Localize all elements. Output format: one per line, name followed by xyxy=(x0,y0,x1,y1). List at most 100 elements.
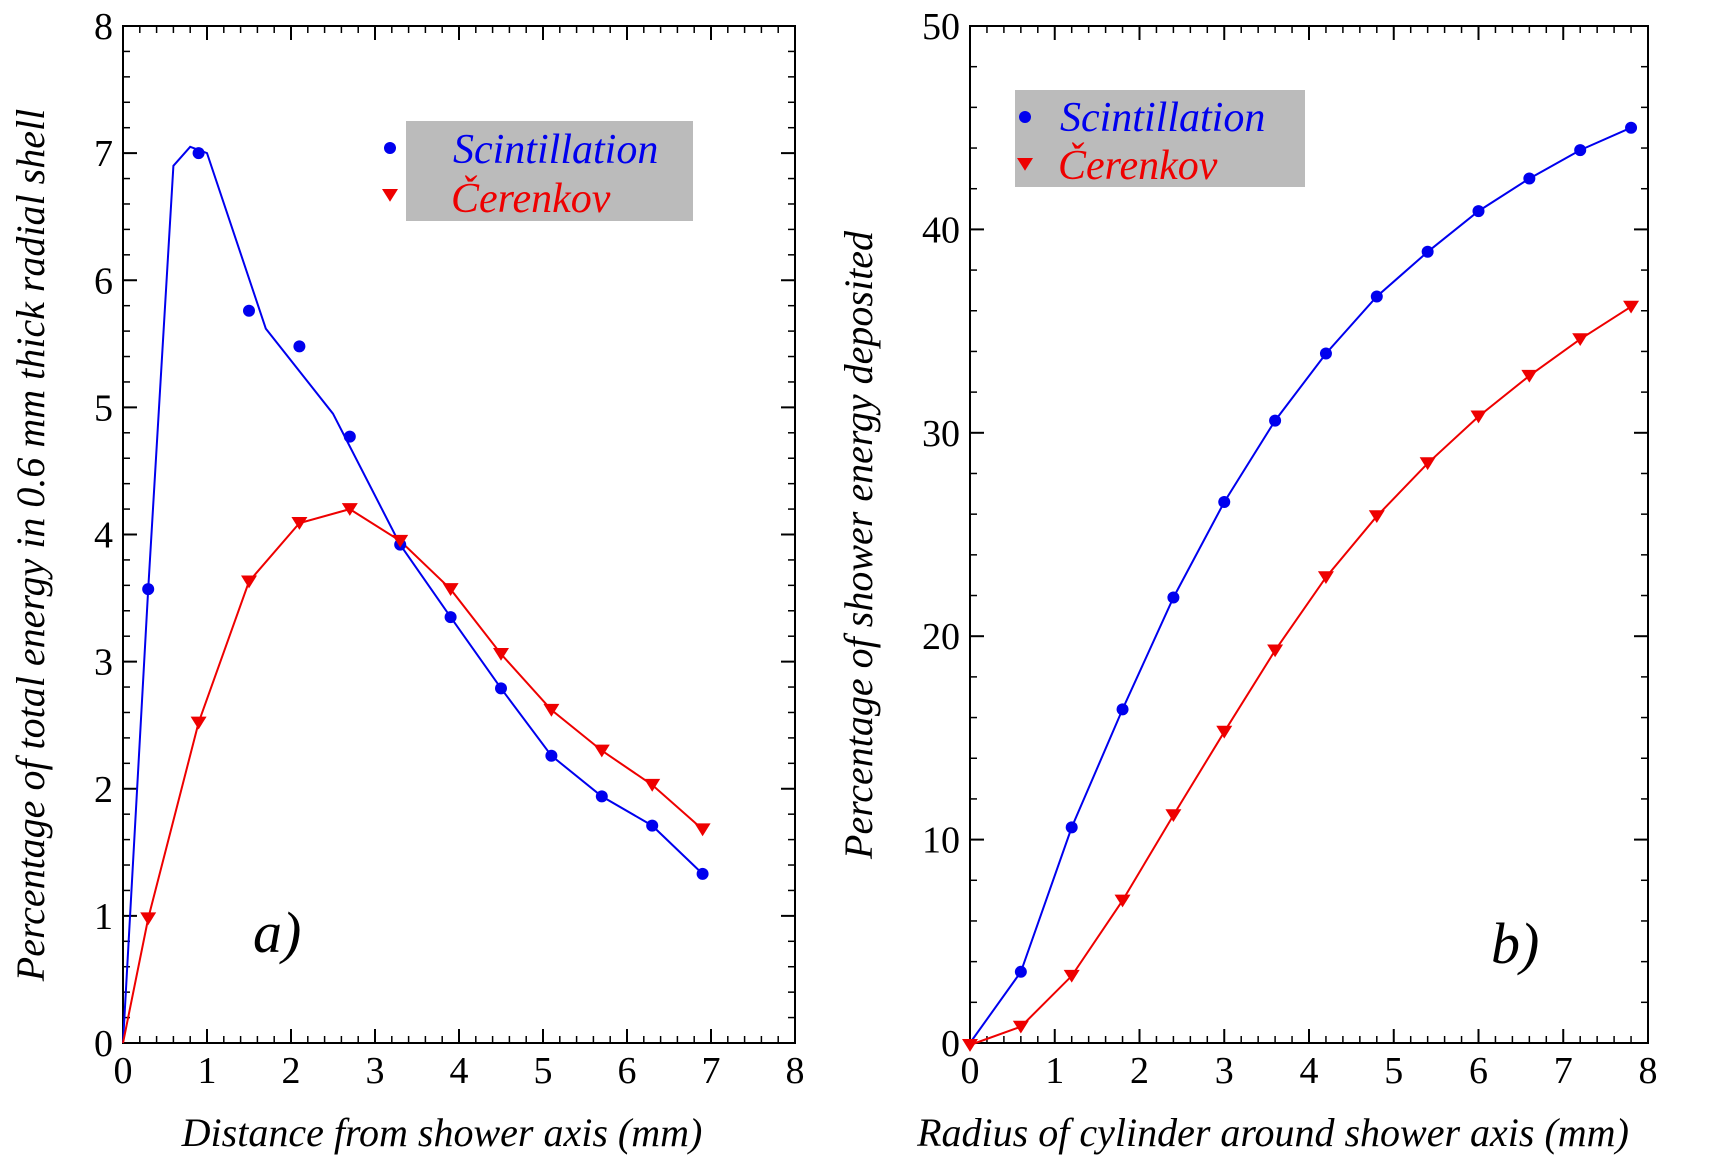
cerenkov-point-b xyxy=(1216,725,1233,739)
cerenkov-point-b xyxy=(1165,809,1182,822)
y-tick-label: 8 xyxy=(94,6,113,48)
cerenkov-point-a xyxy=(392,534,409,548)
scintillation-legend-symbol-a xyxy=(384,142,396,154)
cerenkov-point-b xyxy=(1470,410,1487,424)
cerenkov-point-a xyxy=(341,503,358,516)
x-axis-title-a: Distance from shower axis (mm) xyxy=(181,1110,703,1155)
x-tick-label: 5 xyxy=(1384,1050,1403,1092)
axis-ticks-a xyxy=(122,25,796,1044)
legend-cerenkov-label-a: Čerenkov xyxy=(451,175,611,222)
x-tick-label: 1 xyxy=(198,1050,217,1092)
cerenkov-point-b xyxy=(1419,457,1436,471)
scintillation-point-a xyxy=(696,867,709,880)
cerenkov-point-b xyxy=(1368,510,1385,523)
chart-panel-a: 0 1 2 3 4 5 6 7 8 0 1 2 3 4 5 6 7 8 Distance from shower … xyxy=(8,6,805,1155)
scintillation-point-b xyxy=(1065,821,1078,834)
cerenkov-point-a xyxy=(140,912,157,926)
x-tick-label: 6 xyxy=(618,1050,637,1092)
x-tick-label: 8 xyxy=(1639,1050,1658,1092)
x-tick-label: 7 xyxy=(1554,1050,1573,1092)
y-tick-label: 0 xyxy=(941,1023,960,1065)
legend-cerenkov-marker-a xyxy=(382,189,398,202)
x-tick-label: 3 xyxy=(366,1050,385,1092)
scintillation-point-a xyxy=(495,682,507,695)
cerenkov-point-b xyxy=(1623,300,1640,314)
scintillation-point-a xyxy=(444,611,457,624)
scintillation-point-a xyxy=(243,304,255,317)
cerenkov-point-b xyxy=(1063,969,1080,983)
cerenkov-point-b xyxy=(1572,333,1589,347)
x-tick-label: 3 xyxy=(1215,1050,1234,1092)
series-lines-b xyxy=(969,126,1632,1046)
scintillation-point-b xyxy=(1167,591,1180,604)
y-tick-label: 10 xyxy=(922,820,960,862)
scintillation-point-b xyxy=(1574,144,1587,157)
tick-labels-a: 0 1 2 3 4 5 6 7 8 0 1 2 3 4 5 6 7 8 xyxy=(94,6,805,1092)
x-tick-label: 6 xyxy=(1469,1050,1488,1092)
x-tick-label: 5 xyxy=(534,1050,553,1092)
y-tick-label: 50 xyxy=(922,6,960,48)
x-tick-label: 4 xyxy=(450,1050,469,1092)
legend-scintillation-label-a: Scintillation xyxy=(453,127,658,173)
y-tick-label: 7 xyxy=(94,133,113,175)
cerenkov-point-a xyxy=(442,583,459,596)
scintillation-point-a xyxy=(343,430,356,443)
scintillation-line-b xyxy=(969,126,1632,1044)
cerenkov-point-a xyxy=(543,703,560,717)
y-tick-label: 20 xyxy=(922,616,960,658)
x-tick-label: 8 xyxy=(786,1050,805,1092)
scintillation-point-b xyxy=(1523,172,1536,185)
legend-scintillation-marker-a xyxy=(384,142,396,154)
cerenkov-point-a xyxy=(593,744,610,758)
y-tick-label: 6 xyxy=(94,260,113,302)
cerenkov-legend-symbol-b xyxy=(1017,158,1033,171)
y-tick-label: 1 xyxy=(94,896,113,938)
legend-cerenkov-label-b: Čerenkov xyxy=(1058,142,1218,189)
x-axis-title-b: Radius of cylinder around shower axis (m… xyxy=(916,1110,1629,1155)
y-tick-label: 2 xyxy=(94,769,113,811)
scintillation-point-b xyxy=(1472,205,1485,218)
scintillation-point-b xyxy=(1014,965,1027,978)
cerenkov-line-a xyxy=(122,508,704,1044)
x-tick-label: 1 xyxy=(1045,1050,1064,1092)
cerenkov-point-a xyxy=(241,575,257,589)
legend-background-b xyxy=(1015,90,1305,187)
series-lines-a xyxy=(122,145,704,1044)
scintillation-point-b xyxy=(1269,414,1282,427)
y-tick-label: 0 xyxy=(94,1023,113,1065)
plot-frame-b xyxy=(969,25,1649,1044)
cerenkov-point-b xyxy=(1521,369,1538,383)
y-tick-label: 4 xyxy=(94,515,113,557)
x-tick-label: 4 xyxy=(1300,1050,1319,1092)
cerenkov-legend-symbol-a xyxy=(382,189,398,202)
x-tick-label: 2 xyxy=(1130,1050,1149,1092)
cerenkov-point-b xyxy=(1317,571,1334,585)
panel-label-b: b) xyxy=(1491,911,1539,976)
legend-scintillation-marker-b xyxy=(1019,111,1031,123)
scintillation-point-a xyxy=(142,583,155,596)
scintillation-point-a xyxy=(545,749,558,762)
x-tick-label: 7 xyxy=(702,1050,721,1092)
scintillation-point-b xyxy=(1370,290,1383,303)
scintillation-point-b xyxy=(1319,347,1332,360)
scintillation-point-b xyxy=(1625,121,1638,134)
cerenkov-point-a xyxy=(694,823,711,837)
legend-scintillation-label-b: Scintillation xyxy=(1060,95,1265,141)
series-markers-a xyxy=(140,147,711,926)
cerenkov-point-a xyxy=(291,517,308,530)
y-tick-label: 40 xyxy=(922,209,960,251)
legend-a: Scintillation Čerenkov xyxy=(382,121,693,222)
cerenkov-line-b xyxy=(969,305,1632,1046)
cerenkov-point-b xyxy=(962,1039,978,1052)
scintillation-point-a xyxy=(646,819,659,832)
scintillation-point-a xyxy=(595,790,608,803)
tick-labels-b: 0 1 2 3 4 5 6 7 8 0 10 20 30 40 50 xyxy=(922,6,1658,1092)
cerenkov-point-b xyxy=(1267,644,1284,658)
legend-cerenkov-marker-b xyxy=(1017,158,1033,171)
cerenkov-point-a xyxy=(493,647,509,661)
x-tick-label: 2 xyxy=(282,1050,301,1092)
chart-panel-b: 0 1 2 3 4 5 6 7 8 0 10 20 30 40 50 Radius of cylinder … xyxy=(836,6,1658,1155)
cerenkov-point-a xyxy=(190,716,207,730)
scintillation-point-a xyxy=(192,147,205,160)
